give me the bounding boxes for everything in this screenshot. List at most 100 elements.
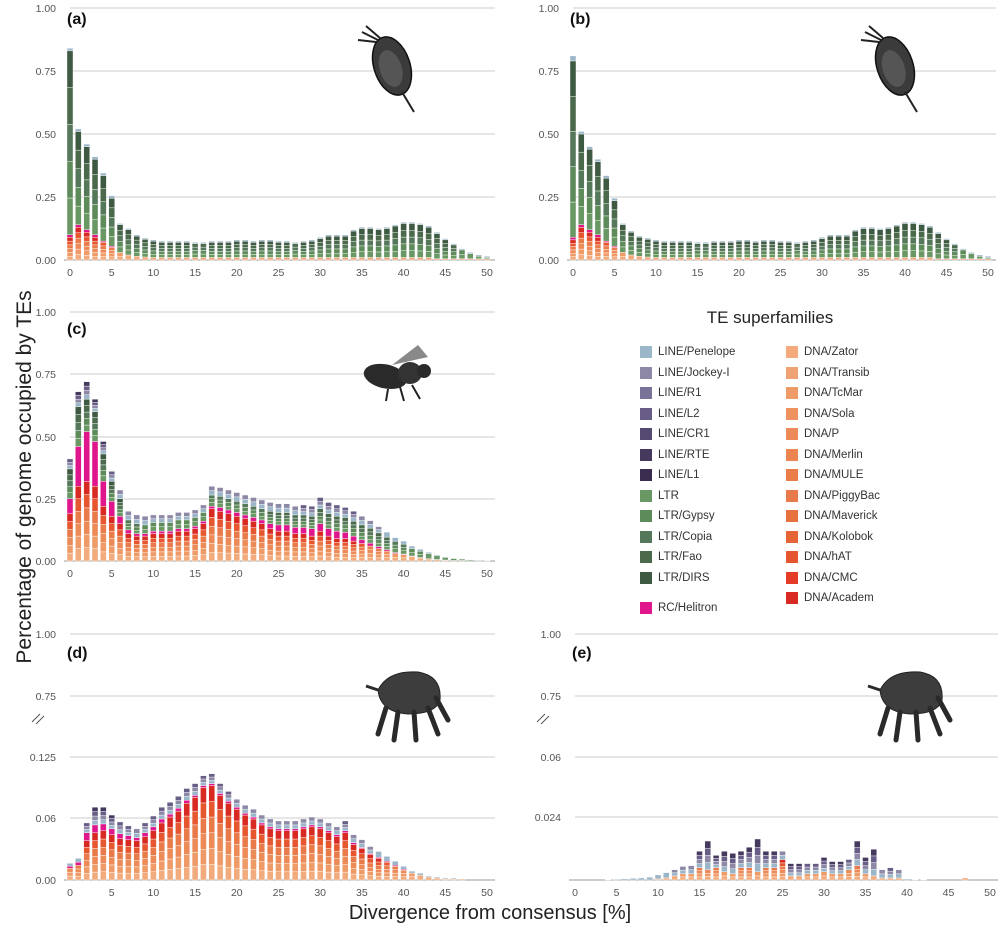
x-tick-label: 5 xyxy=(109,267,115,279)
bar-segment xyxy=(133,235,140,241)
bar-segment xyxy=(408,876,416,881)
bar-segment xyxy=(358,550,366,555)
x-tick-label: 10 xyxy=(650,267,662,279)
bar-segment xyxy=(342,820,349,825)
legend-label: DNA/Sola xyxy=(804,407,855,420)
bar-segment xyxy=(688,869,695,875)
bar-segment xyxy=(375,228,382,230)
bar-segment xyxy=(83,481,90,495)
bar-segment xyxy=(627,241,635,247)
bar-segment xyxy=(885,234,892,241)
bar-segment xyxy=(83,840,90,848)
bar-segment xyxy=(450,243,457,246)
x-tick-label: 0 xyxy=(572,887,578,899)
bar-segment xyxy=(125,228,132,230)
bar-segment xyxy=(200,833,207,850)
bar-segment xyxy=(241,499,249,504)
bar-segment xyxy=(200,548,207,555)
bar-segment xyxy=(208,783,215,786)
bar-segment xyxy=(943,250,950,256)
bar-segment xyxy=(333,235,341,241)
bar-segment xyxy=(233,523,241,532)
bar-segment xyxy=(158,526,165,532)
bar-segment xyxy=(578,206,585,225)
bar-segment xyxy=(375,865,382,870)
bar-segment xyxy=(91,548,99,562)
bar-segment xyxy=(108,553,115,562)
bar-segment xyxy=(876,228,884,230)
bar-segment xyxy=(108,523,115,532)
bar-segment xyxy=(300,837,307,847)
bar-segment xyxy=(350,867,357,875)
bar-segment xyxy=(291,533,299,539)
bar-segment xyxy=(83,385,90,391)
bar-segment xyxy=(425,552,432,554)
bar-segment xyxy=(241,546,249,555)
legend-item: RC/Helitron xyxy=(640,598,780,619)
bar-segment xyxy=(200,782,207,786)
bar-segment xyxy=(233,538,241,547)
bar-segment xyxy=(275,847,282,856)
bar-segment xyxy=(333,542,341,547)
bar-segment xyxy=(91,237,99,242)
bar-segment xyxy=(250,520,257,528)
bar-segment xyxy=(417,250,424,258)
bar-segment xyxy=(66,545,74,554)
bar-segment xyxy=(744,239,751,242)
bar-segment xyxy=(375,546,382,549)
bar-segment xyxy=(258,247,266,252)
bar-segment xyxy=(729,858,736,864)
bar-segment xyxy=(116,498,124,503)
legend-label: RC/Helitron xyxy=(658,602,718,615)
bar-segment xyxy=(133,853,140,861)
bar-segment xyxy=(702,242,709,244)
bar-segment xyxy=(75,254,82,261)
bar-segment xyxy=(603,256,610,261)
bar-segment xyxy=(845,866,853,870)
bar-segment xyxy=(133,514,140,520)
bar-segment xyxy=(241,868,249,881)
bar-segment xyxy=(375,551,382,555)
bar-segment xyxy=(125,523,132,527)
x-tick-label: 50 xyxy=(481,887,493,899)
bar-segment xyxy=(885,239,892,247)
bar-segment xyxy=(141,832,149,837)
bar-segment xyxy=(671,872,678,877)
bar-segment xyxy=(895,873,902,879)
bar-segment xyxy=(191,257,199,261)
bar-segment xyxy=(935,243,942,249)
bar-segment xyxy=(702,246,709,251)
bar-segment xyxy=(779,855,786,860)
bar-segment xyxy=(578,133,585,153)
bar-segment xyxy=(283,830,291,840)
bar-segment xyxy=(100,201,107,216)
bar-segment xyxy=(827,234,834,237)
bar-segment xyxy=(241,518,249,526)
bar-segment xyxy=(116,821,124,827)
bar-segment xyxy=(75,149,82,169)
bar-segment xyxy=(258,843,266,853)
bar-segment xyxy=(686,254,693,258)
bar-segment xyxy=(108,864,115,873)
bar-segment xyxy=(116,838,124,846)
bar-segment xyxy=(258,824,266,835)
bar-segment xyxy=(663,877,670,881)
bar-segment xyxy=(158,530,165,534)
bar-segment xyxy=(308,826,316,836)
bar-segment xyxy=(383,862,391,867)
bar-segment xyxy=(250,554,257,562)
bar-segment xyxy=(183,545,190,552)
bar-segment xyxy=(893,238,900,246)
bar-segment xyxy=(266,528,274,535)
bar-segment xyxy=(216,783,224,788)
bar-segment xyxy=(737,855,745,860)
bar-segment xyxy=(961,877,969,881)
x-tick-label: 35 xyxy=(356,267,368,279)
bar-segment xyxy=(619,224,626,231)
bar-segment xyxy=(876,240,884,247)
bar-segment xyxy=(308,552,316,558)
bar-segment xyxy=(333,240,341,245)
bar-segment xyxy=(785,242,792,246)
bar-segment xyxy=(308,509,316,514)
bar-segment xyxy=(686,242,693,246)
